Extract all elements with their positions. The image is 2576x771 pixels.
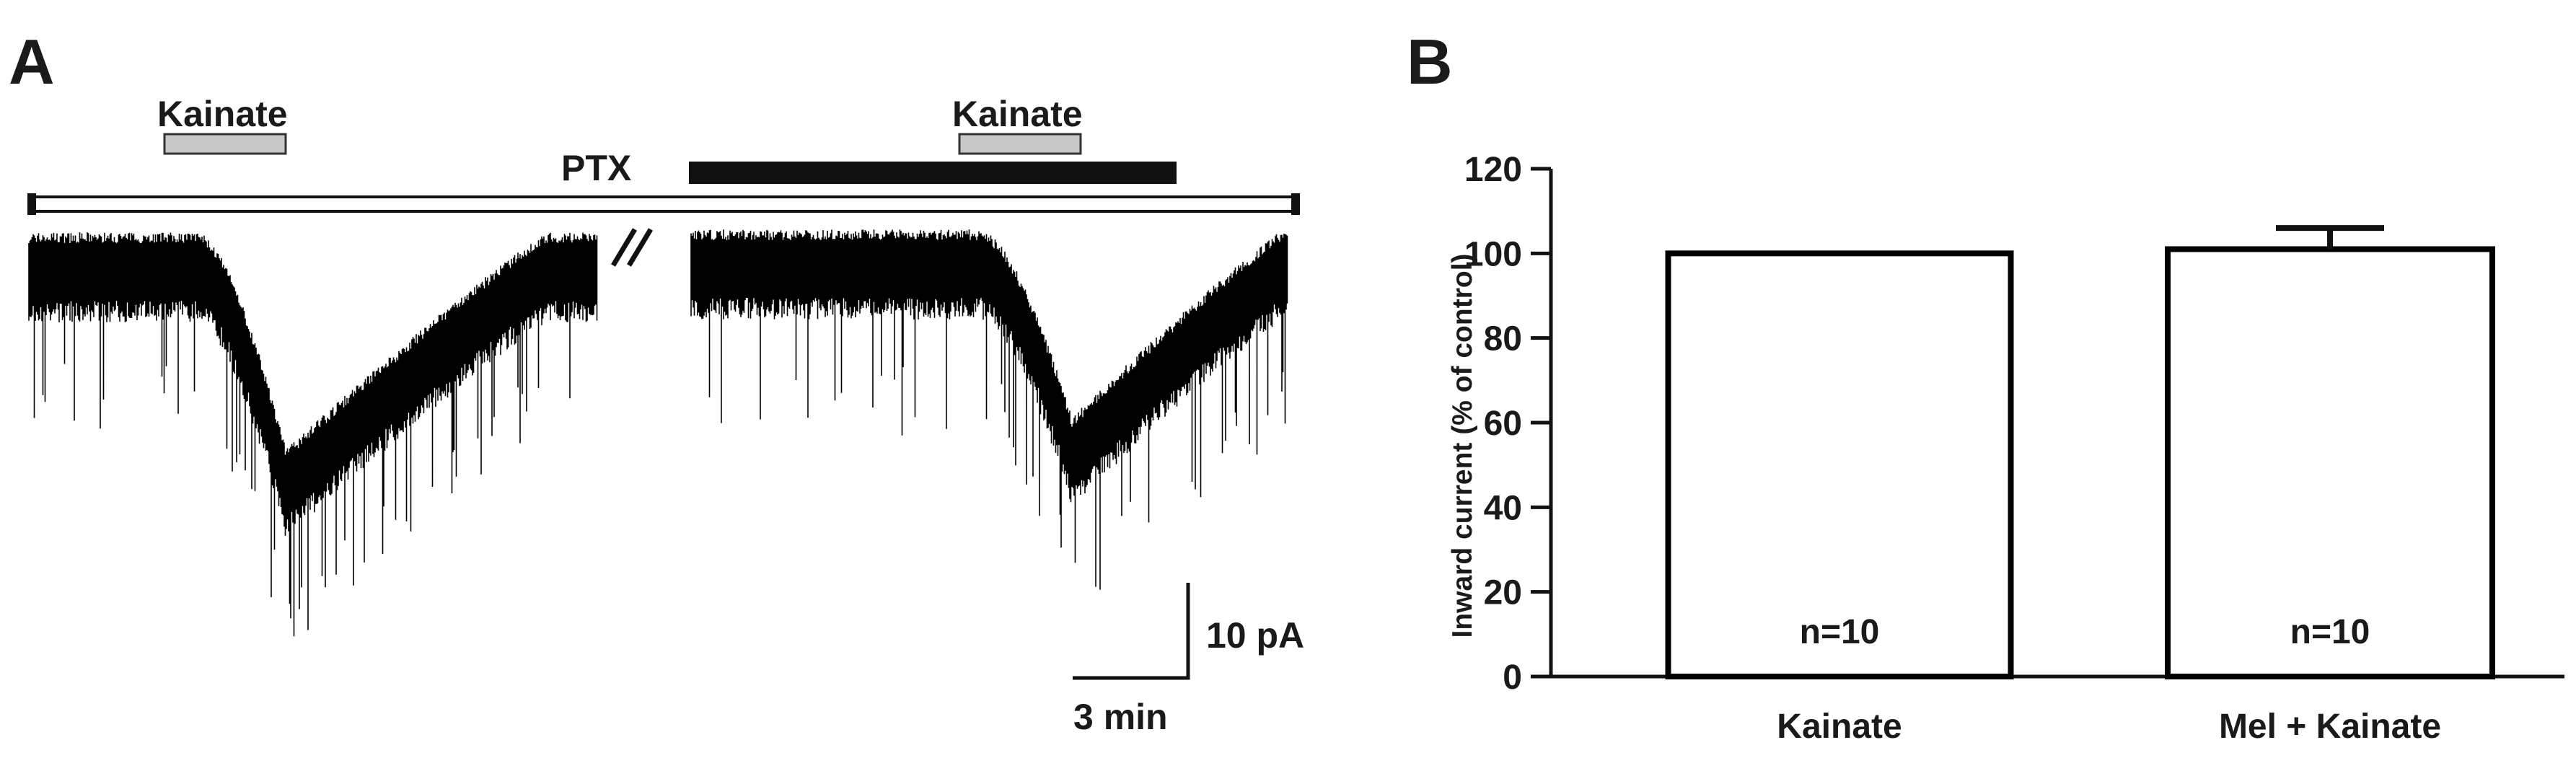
kainate-label-2: Kainate — [952, 94, 1083, 134]
y-tick-label: 40 — [1484, 489, 1522, 527]
scale-bar-time-label: 3 min — [1073, 697, 1168, 737]
current-traces — [28, 229, 1288, 637]
trace-control — [28, 232, 598, 637]
trace-break-marks — [610, 228, 654, 267]
y-tick-label: 60 — [1484, 405, 1522, 443]
y-tick-label: 20 — [1484, 574, 1522, 612]
x-category-label-2: Mel + Kainate — [2219, 708, 2441, 746]
panel-a-label: A — [9, 26, 55, 97]
scale-bar — [1073, 583, 1190, 680]
timeline-right-cap — [1291, 193, 1300, 215]
bar-n-label-2: n=10 — [2290, 613, 2370, 651]
bar-chart: 0 20 40 60 80 100 120 n=10 Kainate n=10 Mel + Kain… — [1464, 151, 2564, 746]
ptx-application-bar — [689, 162, 1177, 184]
y-tick-label: 0 — [1503, 658, 1522, 697]
bar-n-label-1: n=10 — [1800, 613, 1880, 651]
y-tick-label: 80 — [1484, 320, 1522, 358]
y-axis-title: Inward current (% of control) — [1447, 253, 1478, 638]
timeline-left-cap — [27, 193, 36, 215]
ptx-label: PTX — [561, 148, 631, 188]
bar-1 — [1665, 250, 2014, 680]
x-category-label-1: Kainate — [1777, 708, 1902, 746]
kainate-application-bar-1 — [163, 133, 287, 155]
panel-b-label: B — [1407, 26, 1453, 97]
scale-bar-current-label: 10 pA — [1206, 615, 1304, 656]
y-tick-label: 120 — [1464, 151, 1522, 189]
y-tick-label: 100 — [1464, 235, 1522, 273]
kainate-application-bar-2 — [958, 133, 1082, 155]
trace-ptx — [690, 229, 1288, 590]
bar-2 — [2165, 246, 2495, 679]
kainate-label-1: Kainate — [157, 94, 288, 134]
recording-timeline-bar — [27, 195, 1300, 213]
